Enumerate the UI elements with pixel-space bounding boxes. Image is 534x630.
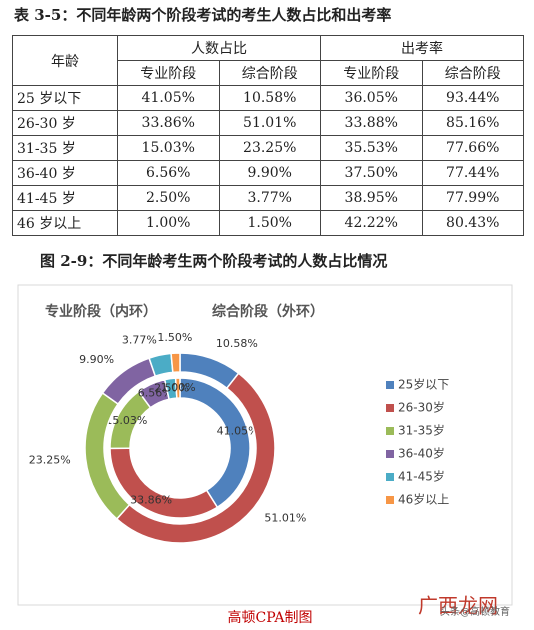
header: 年龄 — [12, 35, 118, 86]
data-table: 年龄 人数占比 出考率 专业阶段 综合阶段 专业阶段 综合阶段 25 岁以下 41.05… — [12, 35, 524, 236]
row: 36-40 岁 6.56% 9.90% 37.50% 77.44% — [12, 160, 524, 186]
data-label: 1.50% — [157, 331, 192, 344]
legend-label: 41-45岁 — [398, 469, 445, 484]
watermark: 广西龙网 — [418, 594, 498, 618]
row: 31-35 岁 15.03% 23.25% 35.53% 77.66% — [12, 135, 524, 161]
data-label: 9.90% — [79, 353, 114, 366]
header: 人数占比 — [117, 35, 321, 61]
cell: 38.95% — [320, 185, 423, 211]
cell: 1.50% — [218, 210, 321, 236]
legend-label: 26-30岁 — [398, 400, 445, 415]
cell: 1.00% — [117, 210, 220, 236]
data-label: 33.86% — [130, 494, 172, 507]
legend-swatch — [386, 450, 394, 458]
cell: 77.66% — [421, 135, 524, 161]
table-title: 表 3-5：不同年龄两个阶段考试的考生人数占比和出考率 — [14, 6, 392, 24]
data-label: 41.05% — [217, 424, 259, 437]
watermark: 头条@高顿教育 — [440, 605, 510, 618]
legend-label: 31-35岁 — [398, 423, 445, 438]
legend-swatch — [386, 381, 394, 389]
cell: 9.90% — [218, 160, 321, 186]
data-label: 6.56% — [138, 386, 173, 399]
data-label: 1.00% — [161, 381, 196, 394]
cell: 46 岁以上 — [12, 210, 118, 236]
row: 41-45 岁 2.50% 3.77% 38.95% 77.99% — [12, 185, 524, 211]
donut-slice — [174, 377, 181, 399]
cell: 42.22% — [320, 210, 423, 236]
figure-title: 图 2-9：不同年龄考生两个阶段考试的人数占比情况 — [40, 252, 388, 270]
cell: 33.88% — [320, 110, 423, 136]
cell: 25 岁以下 — [12, 85, 118, 111]
cell: 93.44% — [421, 85, 524, 111]
legend-label: 36-40岁 — [398, 446, 445, 461]
cell: 85.16% — [421, 110, 524, 136]
row: 46 岁以上 1.00% 1.50% 42.22% 80.43% — [12, 210, 524, 236]
legend-swatch — [386, 473, 394, 481]
header: 综合阶段 — [421, 60, 524, 86]
cell: 2.50% — [117, 185, 220, 211]
cell: 80.43% — [421, 210, 524, 236]
data-label: 15.03% — [105, 414, 147, 427]
donut-slice — [170, 352, 181, 374]
cell: 77.99% — [421, 185, 524, 211]
chart-title: 综合阶段（外环） — [212, 303, 324, 320]
legend-label: 46岁以上 — [398, 492, 449, 507]
header: 出考率 — [320, 35, 524, 61]
cell: 23.25% — [218, 135, 321, 161]
legend-swatch — [386, 496, 394, 504]
legend-label: 25岁以下 — [398, 377, 449, 392]
legend-swatch — [386, 404, 394, 412]
chart-frame — [17, 284, 513, 606]
data-label: 3.77% — [122, 333, 157, 346]
cell: 36.05% — [320, 85, 423, 111]
cell: 10.58% — [218, 85, 321, 111]
header: 专业阶段 — [117, 60, 220, 86]
chart-title: 专业阶段（内环） — [45, 303, 157, 320]
data-label: 23.25% — [29, 453, 71, 466]
cell: 15.03% — [117, 135, 220, 161]
data-label: 51.01% — [264, 512, 306, 525]
caption: 高顿CPA制图 — [228, 609, 313, 626]
legend-swatch — [386, 427, 394, 435]
data-label: 10.58% — [216, 337, 258, 350]
cell: 33.86% — [117, 110, 220, 136]
